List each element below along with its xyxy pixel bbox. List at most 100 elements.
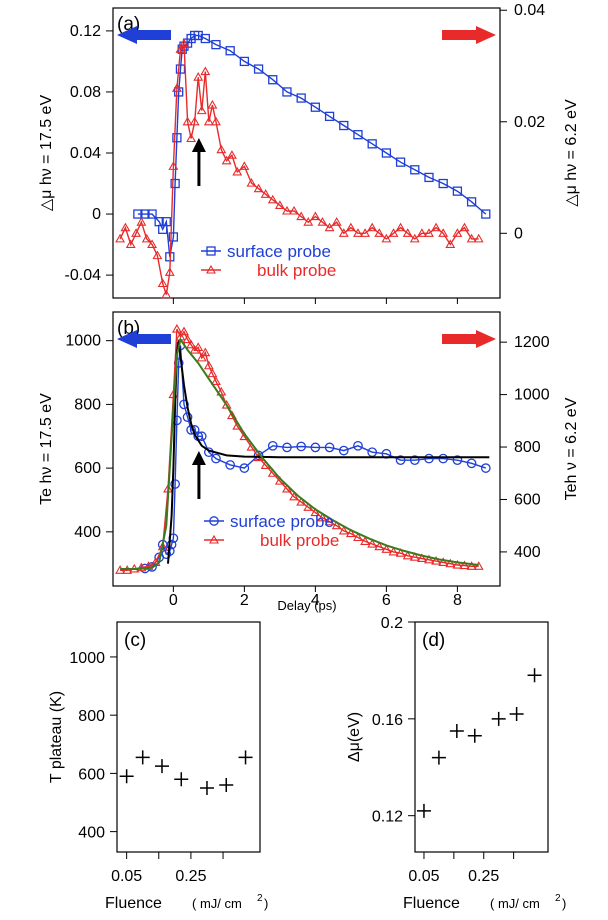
data-point [200, 347, 211, 357]
data-point [367, 139, 377, 149]
data-point [459, 560, 470, 570]
x-axis-unit-end: ) [562, 896, 566, 911]
x-tick-label: 0.25 [175, 868, 206, 885]
data-point [527, 668, 542, 683]
data-point [353, 228, 363, 237]
right-axis-arrow [442, 330, 496, 348]
data-point [424, 554, 434, 564]
data-point [445, 239, 456, 249]
data-point [170, 178, 180, 189]
data-point [182, 334, 193, 344]
x-tick-label: 0.05 [111, 868, 142, 885]
data-point [466, 458, 477, 469]
data-point [193, 30, 203, 41]
data-point [509, 707, 524, 721]
data-point [416, 553, 427, 563]
data-point [253, 183, 264, 193]
data-point [147, 239, 158, 249]
data-point [175, 44, 186, 53]
y-axis-title: Δμ(eV) [346, 712, 363, 762]
data-point [345, 528, 356, 538]
data-point [267, 440, 278, 451]
right-axis-arrow [442, 26, 496, 44]
x-axis-title: Fluence [105, 895, 162, 912]
data-point [157, 278, 168, 288]
data-point [491, 711, 506, 726]
annotation-arrow-head [191, 138, 206, 152]
data-point [199, 780, 214, 795]
y2-tick-label: 400 [514, 544, 541, 561]
panel-d: 0.12 0.16 0.2 0.05 0.25 (d) Δμ(eV) Fluence ( mJ/… [346, 615, 566, 912]
data-point [161, 289, 172, 299]
y-axis-title: T plateau (K) [48, 691, 65, 783]
data-point [445, 558, 456, 568]
data-point [367, 538, 378, 548]
data-point [438, 453, 449, 464]
y2-tick-label: 1200 [514, 334, 550, 351]
data-point [221, 399, 232, 409]
data-point [141, 233, 152, 243]
data-point [238, 750, 253, 765]
x-tick-label: 8 [453, 592, 462, 609]
data-point [296, 496, 307, 506]
data-point [193, 72, 204, 81]
data-point [260, 189, 271, 198]
x-tick-label: 0 [169, 592, 178, 609]
x-tick-label: 2 [240, 592, 249, 609]
data-point [449, 723, 464, 738]
data-point [226, 410, 237, 420]
x-axis-unit-superscript: 2 [555, 893, 561, 904]
data-point [189, 344, 200, 354]
data-point [409, 455, 420, 466]
data-point [353, 440, 363, 451]
y2-tick-label: 800 [514, 439, 541, 456]
y-tick-label: 1000 [69, 650, 105, 667]
data-point [310, 102, 321, 112]
data-point [424, 228, 434, 237]
x-axis-unit: ( mJ/ cm [192, 896, 242, 911]
x-axis-title: Delay (ps) [277, 598, 336, 613]
data-point [125, 239, 136, 249]
y-axis-title: Te hν = 17.5 eV [38, 393, 55, 505]
data-point [119, 769, 134, 784]
data-point [225, 460, 236, 470]
data-point [424, 453, 434, 464]
data-point [324, 222, 335, 232]
plot-frame [414, 621, 549, 853]
data-point [296, 93, 306, 103]
data-point [360, 228, 371, 237]
data-point [473, 233, 484, 243]
data-point [131, 228, 142, 237]
data-point [274, 200, 285, 209]
legend-marker-surface [206, 246, 216, 256]
data-point [203, 116, 214, 126]
data-point [196, 431, 207, 442]
data-point [211, 376, 221, 386]
data-point [147, 209, 157, 219]
data-point [186, 339, 197, 349]
data-point [216, 386, 227, 396]
data-point [466, 233, 477, 243]
data-point [219, 778, 234, 793]
data-point [164, 267, 175, 276]
data-point [338, 445, 349, 456]
y-tick-label: -0.04 [65, 267, 102, 284]
data-point [179, 38, 189, 48]
data-point [381, 148, 392, 158]
data-point [172, 133, 182, 143]
data-point [416, 803, 431, 818]
data-point [289, 205, 300, 215]
series-line [120, 337, 479, 570]
series-bulk-probe [115, 38, 484, 299]
data-point [174, 772, 189, 787]
data-point [193, 342, 204, 351]
data-point [161, 217, 171, 227]
series-surface-probe [133, 30, 491, 262]
data-point [196, 352, 207, 362]
x-axis-unit: ( mJ/ cm [490, 896, 540, 911]
data-point [246, 178, 257, 187]
data-point [466, 561, 477, 570]
panel-b: 400600800100040060080010001200(b)surface… [38, 311, 580, 613]
